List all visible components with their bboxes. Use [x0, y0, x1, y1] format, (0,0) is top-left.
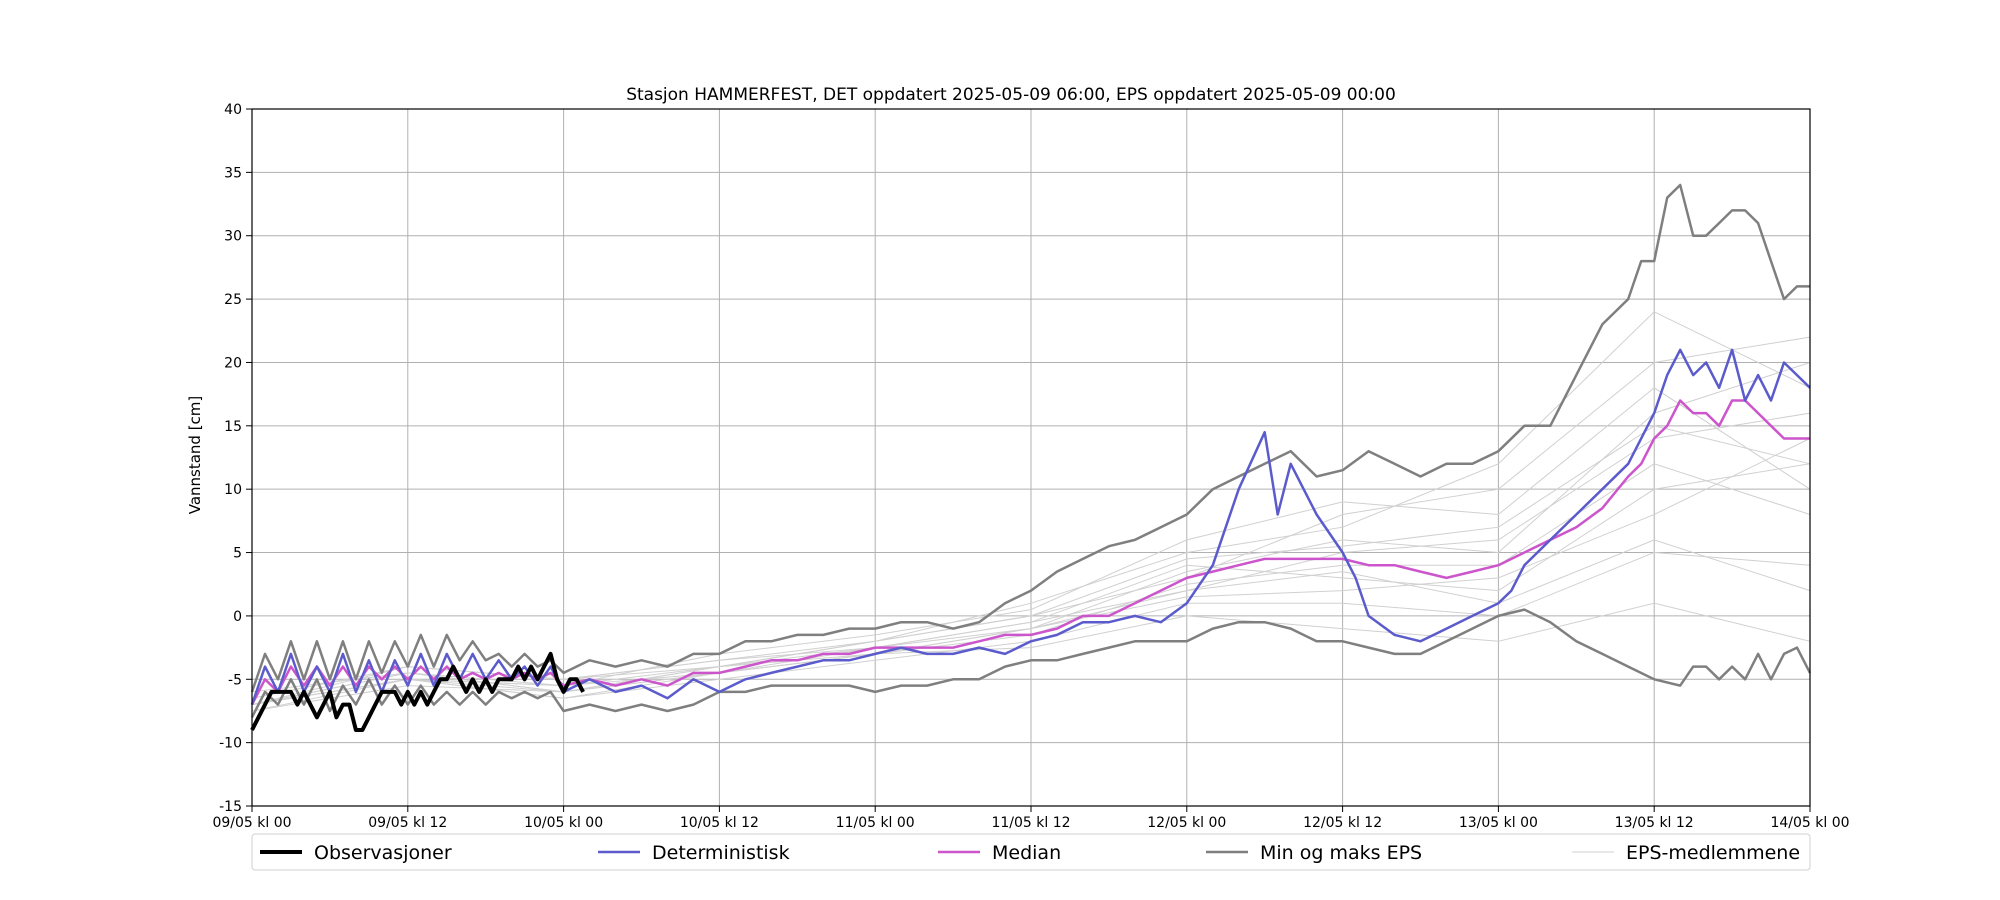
y-tick-label: 30	[224, 229, 242, 245]
x-tick-label: 09/05 kl 12	[368, 815, 447, 831]
deterministic-line	[250, 348, 1811, 706]
legend-label: Deterministisk	[652, 842, 790, 864]
legend-item: Min og maks EPS	[1206, 842, 1422, 864]
y-tick-label: -10	[219, 736, 242, 752]
y-tick-label: -5	[228, 672, 242, 688]
y-tick-label: 35	[224, 165, 242, 181]
eps-max-line	[250, 183, 1810, 693]
legend-item: Median	[938, 842, 1061, 864]
legend-item: EPS-medlemmene	[1572, 842, 1800, 864]
legend: Observasjoner Deterministisk Median Min og …	[251, 833, 1811, 871]
x-tick-label: 11/05 kl 00	[836, 815, 915, 831]
observations-line	[250, 651, 585, 732]
eps-member-line	[251, 387, 1811, 693]
eps-min-line	[250, 608, 1812, 718]
y-tick-label: 0	[233, 609, 242, 625]
legend-box	[251, 833, 1811, 871]
legend-item: Observasjoner	[260, 842, 452, 864]
x-tick-label: 13/05 kl 12	[1615, 815, 1694, 831]
x-tick-label: 10/05 kl 00	[524, 815, 603, 831]
x-tick-label: 12/05 kl 12	[1303, 815, 1382, 831]
y-tick-label: 40	[224, 102, 242, 118]
grid	[251, 108, 1811, 807]
legend-label: Median	[992, 842, 1061, 864]
eps-member-line	[251, 539, 1811, 706]
main-series-lines	[250, 183, 1812, 732]
y-tick-label: 5	[233, 546, 242, 562]
x-tick-label: 10/05 kl 12	[680, 815, 759, 831]
legend-label: Observasjoner	[314, 842, 452, 864]
median-line	[250, 399, 1810, 706]
y-axis-label: Vannstand [cm]	[186, 396, 204, 515]
legend-label: Min og maks EPS	[1260, 842, 1422, 864]
eps-member-line	[251, 602, 1811, 712]
x-axis-ticks: 09/05 kl 00 09/05 kl 12 10/05 kl 00 10/05 k…	[212, 806, 1850, 831]
x-tick-label: 12/05 kl 00	[1147, 815, 1226, 831]
eps-member-line	[251, 438, 1811, 712]
y-tick-label: 10	[224, 482, 242, 498]
chart-title: Stasjon HAMMERFEST, DET oppdatert 2025-0…	[626, 85, 1396, 105]
x-tick-label: 14/05 kl 00	[1770, 815, 1849, 831]
y-tick-label: -15	[219, 799, 242, 815]
x-tick-label: 11/05 kl 12	[991, 815, 1070, 831]
y-tick-label: 15	[224, 419, 242, 435]
x-tick-label: 13/05 kl 00	[1459, 815, 1538, 831]
y-tick-label: 25	[224, 292, 242, 308]
y-axis-ticks: -15 -10 -5 0 5 10 15 20 25 30 35 40	[219, 102, 252, 815]
legend-label: EPS-medlemmene	[1626, 842, 1800, 864]
legend-item: Deterministisk	[598, 842, 790, 864]
y-tick-label: 20	[224, 355, 242, 371]
x-tick-label: 09/05 kl 00	[212, 815, 291, 831]
